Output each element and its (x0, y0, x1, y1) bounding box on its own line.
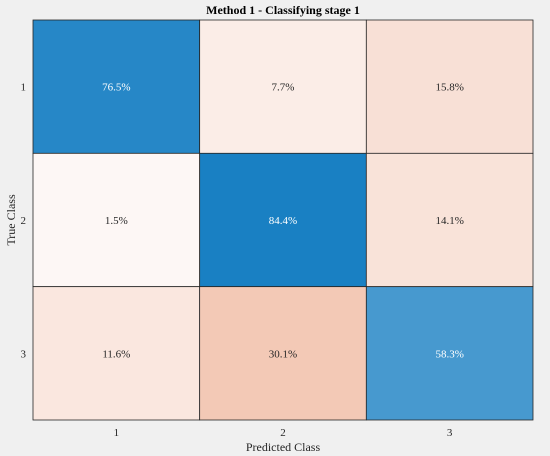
cell-label-r1-c1: 76.5% (102, 82, 130, 94)
x-tick-label-2: 2 (280, 427, 286, 439)
y-tick-label-1: 1 (21, 82, 27, 94)
matrix-cell-r2-c2 (199, 152, 367, 288)
x-tick-label-1: 1 (114, 427, 120, 439)
matrix-cell-r1-c3 (365, 19, 534, 154)
matrix-cell-r1-c1 (32, 19, 201, 154)
y-tick-label-3: 3 (21, 348, 27, 360)
matrix-cell-labels: 76.5% 7.7% 15.8% 1.5% 84.4% 14.1% 11.6% 30.1% 58… (102, 82, 464, 361)
cell-label-r2-c3: 14.1% (435, 215, 463, 227)
cell-label-r3-c2: 30.1% (269, 348, 297, 360)
matrix-cell-r3-c2 (199, 286, 367, 421)
cell-label-r2-c2: 84.4% (269, 215, 297, 227)
y-tick-label-2: 2 (21, 215, 27, 227)
y-tick-labels: 1 2 3 (21, 82, 27, 361)
cell-label-r3-c1: 11.6% (102, 348, 130, 360)
y-axis-title: True Class (4, 194, 18, 246)
matrix-cell-r1-c2 (199, 19, 367, 154)
x-tick-labels: 1 2 3 (114, 427, 453, 439)
matrix-cell-r2-c3 (365, 152, 534, 288)
matrix-cell-r3-c3 (365, 286, 534, 421)
matrix-cell-r2-c1 (32, 152, 201, 288)
cell-label-r2-c1: 1.5% (105, 215, 128, 227)
matrix-cells (32, 19, 534, 421)
matrix-cell-r3-c1 (32, 286, 201, 421)
chart-title: Method 1 - Classifying stage 1 (206, 3, 360, 17)
x-tick-label-3: 3 (447, 427, 453, 439)
cell-label-r3-c3: 58.3% (435, 348, 463, 360)
cell-label-r1-c3: 15.8% (435, 82, 463, 94)
x-axis-title: Predicted Class (246, 440, 321, 454)
cell-label-r1-c2: 7.7% (272, 82, 295, 94)
